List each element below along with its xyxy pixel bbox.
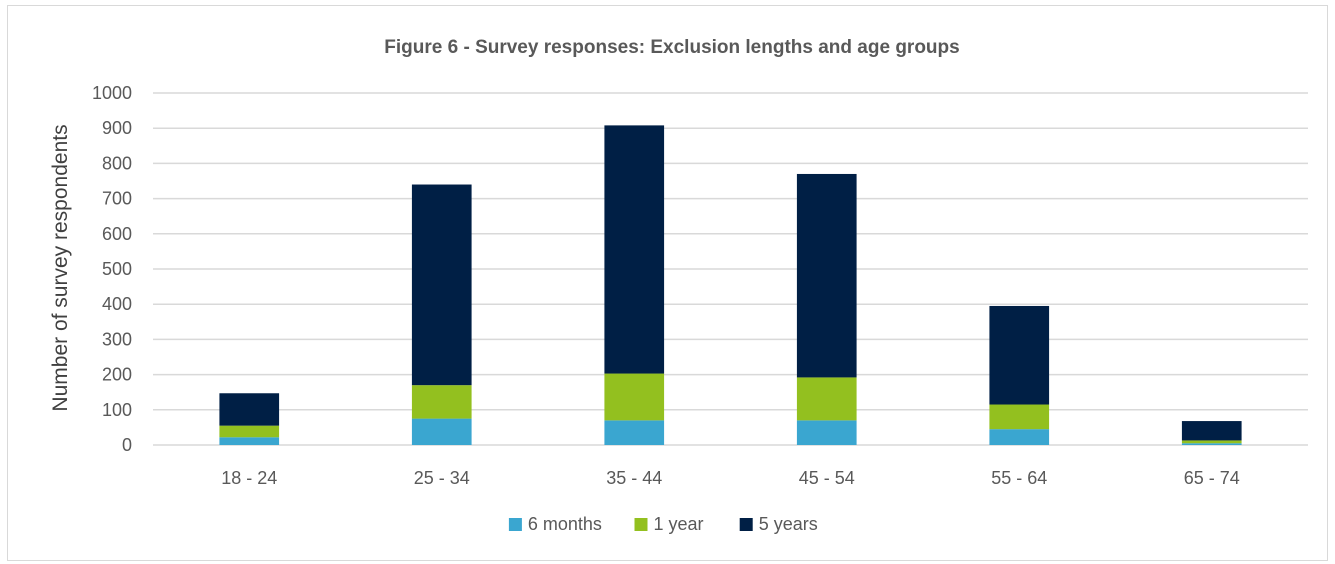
legend-label: 1 year [654,514,704,534]
bar-segment [796,420,857,445]
bar-segment [411,184,472,386]
x-axis-ticks: 18 - 24 25 - 34 35 - 44 45 - 54 55 - 64 65 - … [221,468,1240,488]
legend-label: 5 years [759,514,818,534]
bar-segment [1181,443,1242,445]
x-tick-label: 18 - 24 [221,468,277,488]
gridlines [153,92,1308,446]
y-tick-label: 800 [102,153,132,173]
y-tick-label: 600 [102,224,132,244]
y-axis-ticks: 0 100 200 300 400 500 600 700 800 900 1000 [92,83,132,455]
x-tick-label: 25 - 34 [414,468,470,488]
legend-swatch [634,518,648,531]
bar-segment [411,418,472,445]
y-tick-label: 500 [102,259,132,279]
bar-segment [989,429,1050,445]
bar-segment [604,373,665,421]
y-tick-label: 900 [102,118,132,138]
bar-segment [219,393,280,426]
bar-segment [989,305,1050,405]
bar-segment [219,425,280,438]
bar-segment [604,420,665,445]
x-tick-label: 35 - 44 [606,468,662,488]
bar-segment [604,125,665,374]
legend-swatch [739,518,753,531]
y-tick-label: 0 [122,435,132,455]
y-tick-label: 200 [102,365,132,385]
bar-segment [796,173,857,378]
y-axis-label: Number of survey respondents [49,124,72,411]
bar-segment [219,437,280,445]
legend-label: 6 months [528,514,602,534]
x-tick-label: 55 - 64 [991,468,1047,488]
bar-segment [796,377,857,421]
chart-title: Figure 6 - Survey responses: Exclusion l… [384,37,959,58]
bar-segment [411,385,472,419]
y-tick-label: 1000 [92,83,132,103]
bar-segment [1181,421,1242,441]
y-tick-label: 400 [102,294,132,314]
x-tick-label: 65 - 74 [1184,468,1240,488]
y-tick-label: 100 [102,400,132,420]
legend-swatch [508,518,522,531]
bars [219,125,1242,445]
x-tick-label: 45 - 54 [799,468,855,488]
y-tick-label: 700 [102,189,132,209]
legend: 6 months 1 year 5 years [508,514,818,534]
bar-segment [1181,440,1242,444]
bar-segment [989,404,1050,430]
y-tick-label: 300 [102,329,132,349]
chart-frame [7,5,1328,561]
